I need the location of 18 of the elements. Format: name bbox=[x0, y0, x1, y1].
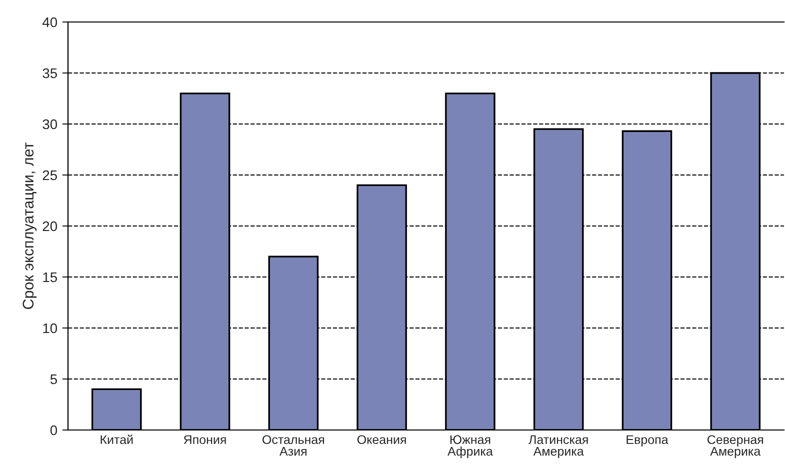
x-tick-label: Япония bbox=[184, 435, 226, 444]
x-tick-label: Северная Америка bbox=[708, 435, 764, 458]
x-tick-label: Океания bbox=[357, 435, 406, 444]
y-tick-label: 10 bbox=[43, 323, 58, 334]
x-tick-label: Южная Африка bbox=[448, 435, 493, 458]
y-tick-label: 30 bbox=[42, 119, 58, 130]
x-tick-label: Латинская Америка bbox=[528, 435, 588, 458]
x-tick-label: Остальная Азия bbox=[262, 435, 324, 456]
y-tick-label: 25 bbox=[42, 170, 58, 180]
y-tick-label: 5 bbox=[50, 374, 57, 384]
x-tick-label: Европа bbox=[626, 435, 668, 447]
y-tick-label: 20 bbox=[42, 221, 58, 232]
y-tick-label: 35 bbox=[42, 68, 58, 78]
x-tick-label: Китай bbox=[100, 434, 133, 444]
y-tick-label: 40 bbox=[42, 17, 58, 28]
y-axis-title: Срок эксплуатации, лет bbox=[22, 142, 37, 310]
y-tick-label: 15 bbox=[43, 272, 58, 282]
y-tick-label: 0 bbox=[50, 425, 58, 436]
